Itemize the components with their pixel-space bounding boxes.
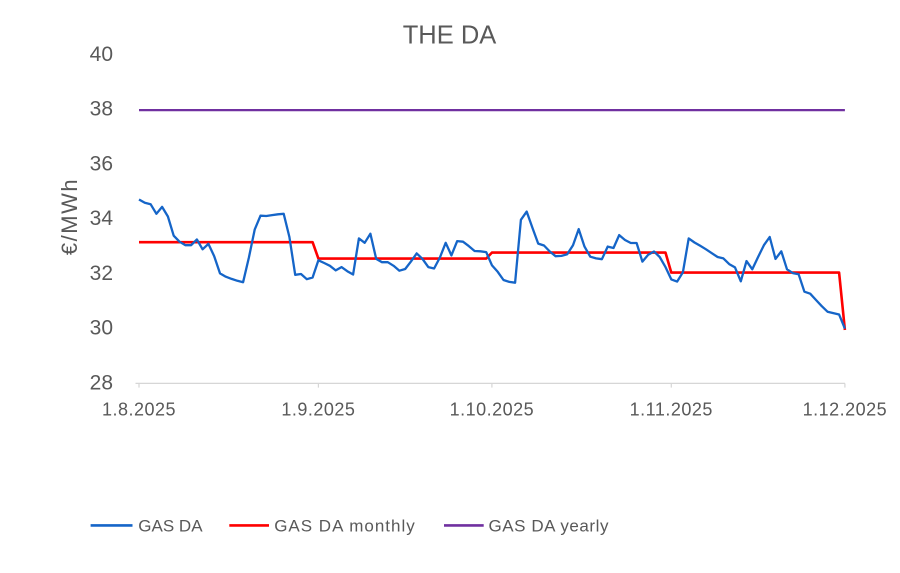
svg-text:36: 36: [90, 152, 113, 175]
svg-text:GAS DA yearly: GAS DA yearly: [489, 517, 610, 536]
svg-text:1.10.2025: 1.10.2025: [450, 399, 535, 419]
svg-text:1.8.2025: 1.8.2025: [102, 399, 176, 419]
svg-text:THE DA: THE DA: [403, 22, 497, 50]
svg-text:34: 34: [90, 207, 114, 230]
svg-text:1.11.2025: 1.11.2025: [630, 399, 713, 419]
svg-text:30: 30: [90, 317, 113, 340]
svg-text:38: 38: [90, 98, 113, 121]
svg-text:€/MWh: €/MWh: [57, 178, 82, 255]
svg-text:1.12.2025: 1.12.2025: [803, 399, 888, 419]
svg-text:28: 28: [90, 371, 113, 394]
svg-text:32: 32: [90, 262, 113, 285]
svg-text:40: 40: [90, 43, 113, 66]
svg-text:1.9.2025: 1.9.2025: [281, 399, 355, 419]
svg-text:GAS DA: GAS DA: [138, 517, 203, 536]
svg-text:GAS DA monthly: GAS DA monthly: [274, 517, 416, 536]
